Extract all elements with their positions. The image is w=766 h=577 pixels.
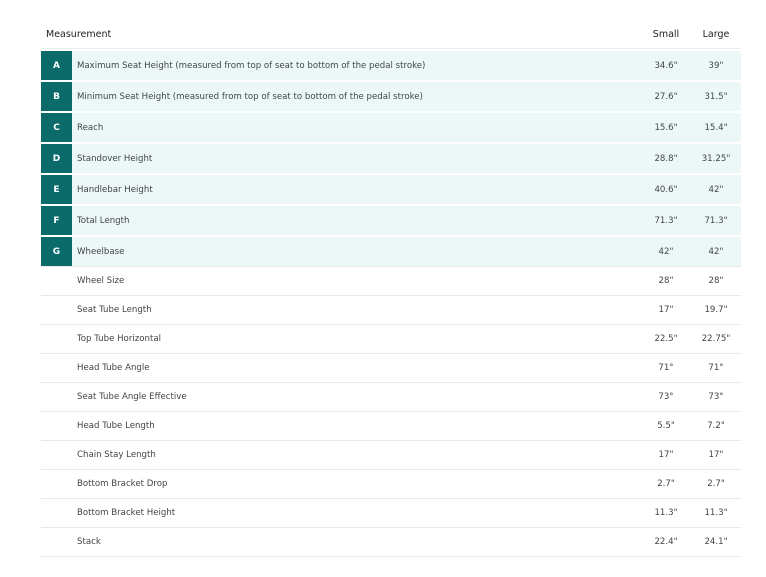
measurement-name: Reach (77, 122, 104, 133)
large-value: 15.4" (704, 122, 728, 133)
small-value: 2.7" (657, 479, 675, 489)
small-value: 17" (658, 305, 674, 315)
large-value: 73° (708, 392, 724, 402)
large-value: 19.7" (704, 305, 728, 315)
table-row: Top Tube Horizontal 22.5" 22.75" (41, 325, 741, 354)
large-value: 11.3" (704, 508, 728, 518)
table-row: Seat Tube Angle Effective 73° 73° (41, 383, 741, 412)
large-value: 17" (708, 450, 724, 460)
row-letter-badge: F (41, 206, 72, 235)
row-letter-badge: E (41, 175, 72, 204)
table-row: A Maximum Seat Height (measured from top… (41, 51, 741, 80)
small-value: 27.6" (654, 91, 678, 102)
large-value: 31.5" (704, 91, 728, 102)
small-value: 22.4" (654, 537, 678, 547)
measurement-name: Maximum Seat Height (measured from top o… (77, 60, 426, 71)
measurement-name: Total Length (77, 215, 130, 226)
measurement-name: Top Tube Horizontal (77, 334, 161, 344)
large-value: 71.3" (704, 215, 728, 226)
measurement-name: Bottom Bracket Drop (77, 479, 168, 489)
large-value: 31.25" (701, 153, 731, 164)
row-letter-badge: C (41, 113, 72, 142)
table-row: Head Tube Length 5.5" 7.2" (41, 412, 741, 441)
small-value: 71.3" (654, 215, 678, 226)
measurement-name: Stack (77, 537, 101, 547)
table-row: D Standover Height 28.8" 31.25" (41, 144, 741, 173)
small-value: 11.3" (654, 508, 678, 518)
measurement-name: Wheel Size (77, 276, 125, 286)
header-small: Small (652, 28, 680, 40)
table-row: Chain Stay Length 17" 17" (41, 441, 741, 470)
table-row: G Wheelbase 42" 42" (41, 237, 741, 266)
small-value: 15.6" (654, 122, 678, 133)
small-value: 71° (658, 363, 674, 373)
large-value: 2.7" (707, 479, 725, 489)
row-letter-badge: B (41, 82, 72, 111)
measurement-name: Standover Height (77, 153, 153, 164)
large-value: 42" (708, 184, 724, 195)
measurement-name: Seat Tube Length (77, 305, 152, 315)
table-row: Bottom Bracket Drop 2.7" 2.7" (41, 470, 741, 499)
small-value: 17" (658, 450, 674, 460)
table-row: Seat Tube Length 17" 19.7" (41, 296, 741, 325)
large-value: 71° (708, 363, 724, 373)
measurement-name: Head Tube Angle (77, 363, 150, 373)
small-value: 34.6" (654, 60, 678, 71)
table-row: E Handlebar Height 40.6" 42" (41, 175, 741, 204)
measurement-name: Bottom Bracket Height (77, 508, 176, 518)
row-letter-badge: A (41, 51, 72, 80)
table-row: F Total Length 71.3" 71.3" (41, 206, 741, 235)
table-row: Head Tube Angle 71° 71° (41, 354, 741, 383)
small-value: 5.5" (657, 421, 675, 431)
large-value: 7.2" (707, 421, 725, 431)
small-value: 40.6" (654, 184, 678, 195)
small-value: 73° (658, 392, 674, 402)
table-row: Bottom Bracket Height 11.3" 11.3" (41, 499, 741, 528)
large-value: 22.75" (701, 334, 731, 344)
large-value: 28" (708, 276, 724, 286)
row-letter-badge: G (41, 237, 72, 266)
table-row: Wheel Size 28" 28" (41, 266, 741, 296)
geometry-table: Measurement Small Large A Maximum Seat H… (41, 20, 741, 557)
large-value: 24.1" (704, 537, 728, 547)
large-value: 39" (708, 60, 724, 71)
small-value: 28.8" (654, 153, 678, 164)
large-value: 42" (708, 246, 724, 257)
measurement-name: Handlebar Height (77, 184, 153, 195)
small-value: 42" (658, 246, 674, 257)
table-header: Measurement Small Large (41, 20, 741, 49)
measurement-name: Head Tube Length (77, 421, 155, 431)
small-value: 28" (658, 276, 674, 286)
table-row: Stack 22.4" 24.1" (41, 528, 741, 557)
header-large: Large (702, 28, 730, 40)
small-value: 22.5" (654, 334, 678, 344)
measurement-name: Wheelbase (77, 246, 125, 257)
header-measurement: Measurement (46, 28, 112, 40)
table-row: B Minimum Seat Height (measured from top… (41, 82, 741, 111)
table-row: C Reach 15.6" 15.4" (41, 113, 741, 142)
row-letter-badge: D (41, 144, 72, 173)
measurement-name: Chain Stay Length (77, 450, 156, 460)
measurement-name: Minimum Seat Height (measured from top o… (77, 91, 423, 102)
measurement-name: Seat Tube Angle Effective (77, 392, 187, 402)
